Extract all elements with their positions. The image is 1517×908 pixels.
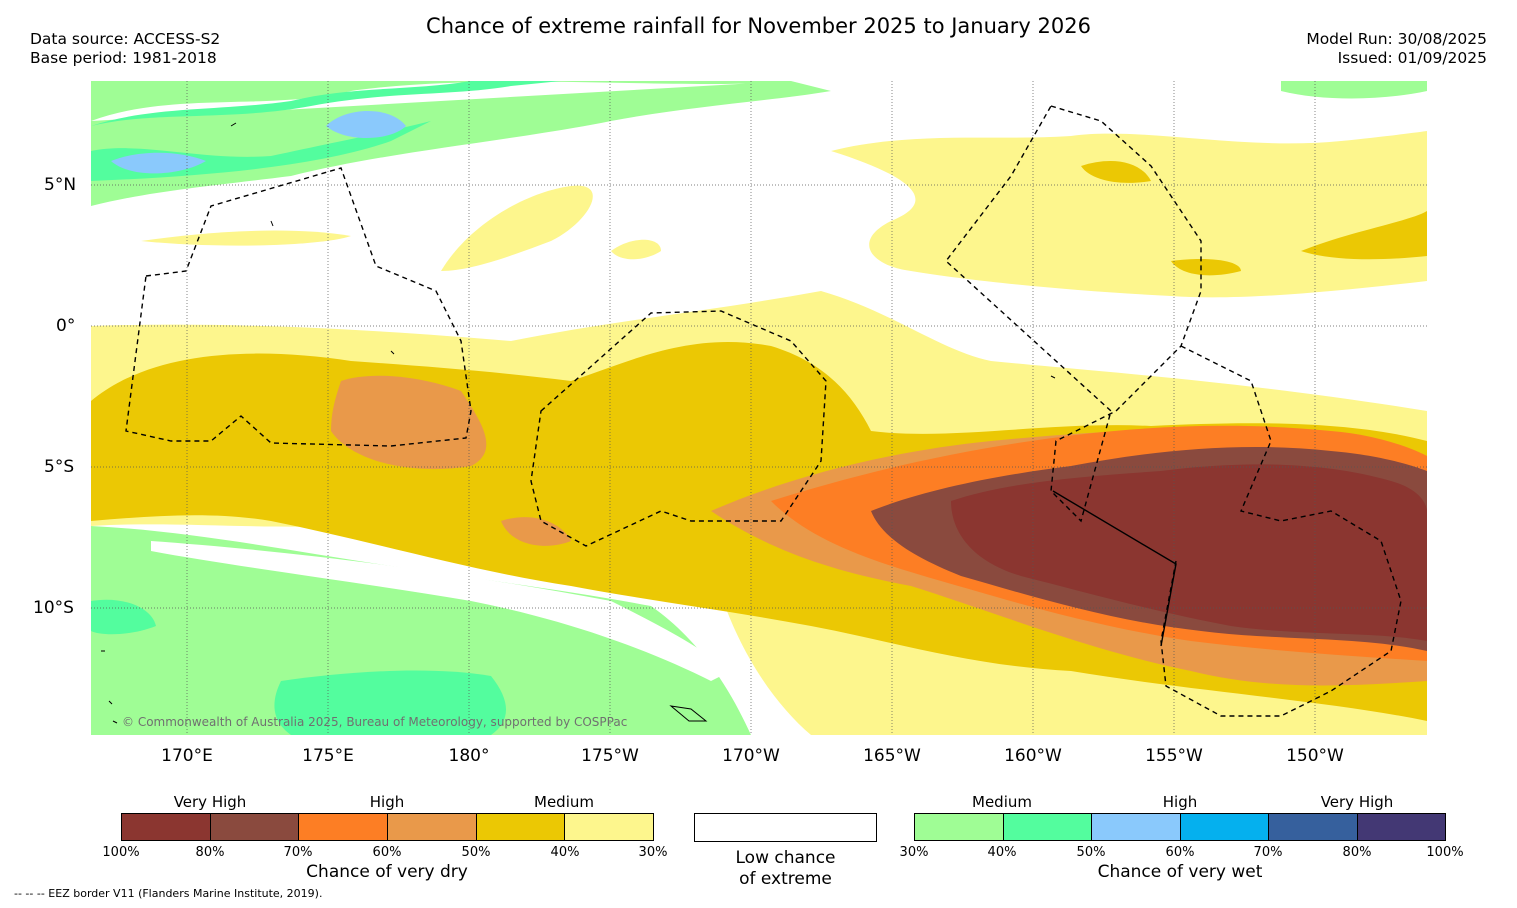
dry-swatch-4 <box>388 814 477 840</box>
wet-tick-30: 30% <box>899 845 929 860</box>
north-wet-medium-area <box>91 81 831 206</box>
north-wet-strong-area <box>91 81 561 181</box>
dry-swatch-5 <box>476 814 566 840</box>
dry-tick-50: 50% <box>461 845 491 860</box>
lat-label-0: 0° <box>56 316 76 336</box>
north-wet-high-area <box>111 111 406 174</box>
dry-high-light-west <box>331 375 487 470</box>
lat-label-5n: 5°N <box>44 175 77 195</box>
south-white-gap <box>151 541 731 681</box>
dry-tick-40: 40% <box>550 845 580 860</box>
map-canvas <box>91 81 1427 735</box>
map-title: Chance of extreme rainfall for November … <box>426 14 1091 38</box>
dry-very-high-2 <box>951 464 1427 641</box>
lon-label-155w: 155°W <box>1145 746 1203 766</box>
graticule <box>91 81 1427 735</box>
model-run: Model Run: 30/08/2025 <box>1306 30 1487 48</box>
lon-label-175w: 175°W <box>581 746 639 766</box>
neutral-label-line2: of extreme <box>739 869 832 889</box>
north-dry-light-2 <box>441 185 593 271</box>
wet-group-medium: Medium <box>972 793 1032 811</box>
dry-swatch-1 <box>122 814 211 840</box>
dry-tick-60: 60% <box>372 845 402 860</box>
islands <box>101 122 1056 724</box>
lon-label-170e: 170°E <box>161 746 213 766</box>
wet-swatch-1 <box>915 814 1004 840</box>
eez-footnote: -- -- -- EEZ border V11 (Flanders Marine… <box>14 887 323 900</box>
dry-swatch-3 <box>299 814 389 840</box>
north-dry-med-1 <box>1081 161 1427 276</box>
source-info: Data source: ACCESS-S2 Base period: 1981… <box>30 30 220 68</box>
lon-label-165w: 165°W <box>863 746 921 766</box>
issued-date: Issued: 01/09/2025 <box>1337 49 1487 67</box>
lon-label-160w: 160°W <box>1004 746 1062 766</box>
wet-group-very-high: Very High <box>1320 793 1394 811</box>
lon-label-180: 180° <box>448 746 490 766</box>
run-info: Model Run: 30/08/2025 Issued: 01/09/2025 <box>1306 30 1487 68</box>
dry-group-medium: Medium <box>534 793 594 811</box>
dry-swatch-2 <box>210 814 300 840</box>
wet-swatch-4 <box>1180 814 1269 840</box>
lat-label-5s: 5°S <box>44 457 75 477</box>
dry-colorbar <box>121 813 654 841</box>
north-dry-light-3 <box>141 230 351 246</box>
neutral-swatch <box>694 813 877 842</box>
dry-group-high: High <box>369 793 405 811</box>
wet-tick-70: 70% <box>1253 845 1283 860</box>
copyright-notice: © Commonwealth of Australia 2025, Bureau… <box>122 715 628 729</box>
dry-tick-100: 100% <box>102 845 140 860</box>
wet-swatch-6 <box>1357 814 1445 840</box>
wet-group-high: High <box>1162 793 1198 811</box>
dry-tick-80: 80% <box>195 845 225 860</box>
lon-label-170w: 170°W <box>722 746 780 766</box>
wet-swatch-2 <box>1003 814 1092 840</box>
eez-borders <box>125 105 1402 717</box>
dry-legend-label: Chance of very dry <box>306 862 468 882</box>
wet-legend-label: Chance of very wet <box>1097 862 1263 882</box>
wet-swatch-5 <box>1269 814 1358 840</box>
south-wet-strong-1 <box>274 670 506 735</box>
wet-colorbar <box>914 813 1446 841</box>
wet-swatch-3 <box>1092 814 1181 840</box>
north-dry-light-1 <box>831 131 1427 298</box>
wet-tick-50: 50% <box>1076 845 1106 860</box>
rainfall-map <box>91 81 1427 735</box>
dry-group-very-high: Very High <box>173 793 247 811</box>
base-period: Base period: 1981-2018 <box>30 49 217 67</box>
north-east-wet-area <box>1281 81 1427 99</box>
dry-high-light-mid <box>501 517 571 546</box>
lon-label-150w: 150°W <box>1286 746 1344 766</box>
neutral-legend-label: Low chance of extreme <box>694 848 877 890</box>
data-source: Data source: ACCESS-S2 <box>30 30 221 48</box>
neutral-label-line1: Low chance <box>735 848 836 868</box>
dry-tick-70: 70% <box>283 845 313 860</box>
north-dry-light-4 <box>611 239 661 260</box>
south-wet-strong-2 <box>91 599 156 635</box>
south-wet-medium-area <box>91 526 751 735</box>
lon-label-175e: 175°E <box>302 746 354 766</box>
wet-tick-60: 60% <box>1165 845 1195 860</box>
wet-tick-40: 40% <box>987 845 1017 860</box>
wet-tick-80: 80% <box>1342 845 1372 860</box>
wet-tick-100: 100% <box>1426 845 1464 860</box>
lat-label-10s: 10°S <box>33 598 74 618</box>
dry-tick-30: 30% <box>638 845 668 860</box>
dry-swatch-6 <box>565 814 654 840</box>
eez-solid-border <box>1052 490 1177 647</box>
